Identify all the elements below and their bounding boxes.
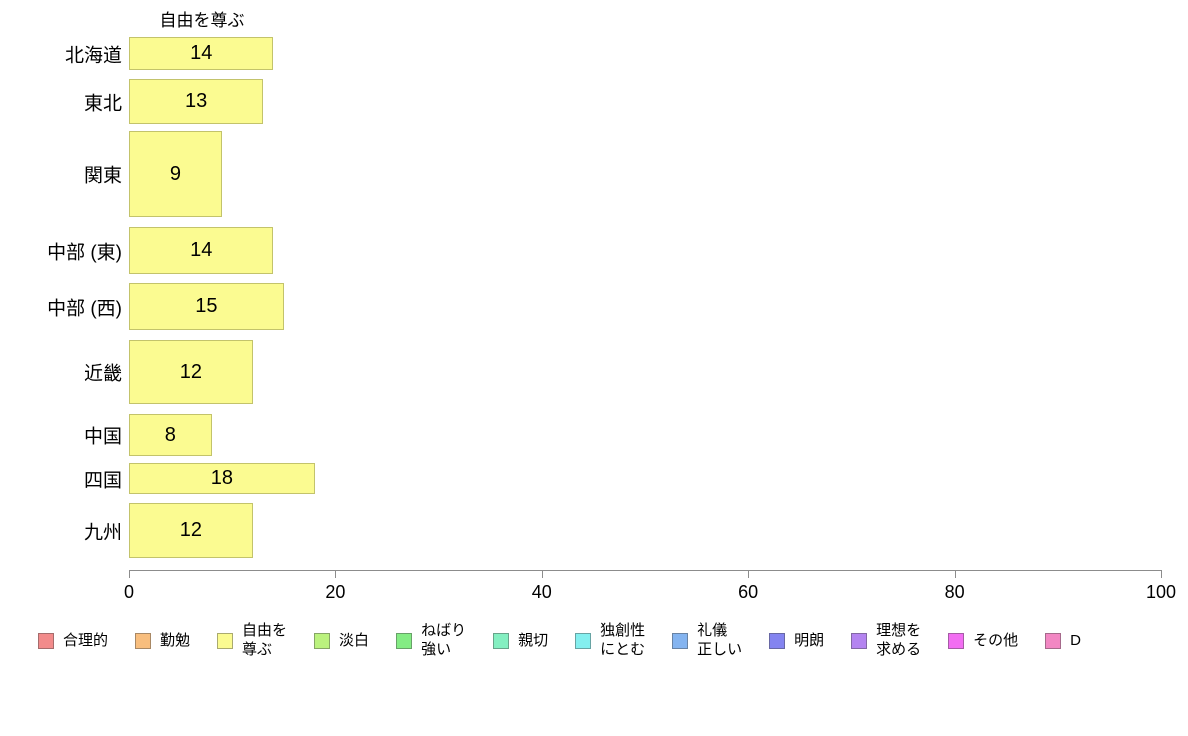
bar: 18 [129, 463, 315, 494]
bar-value-label: 15 [195, 295, 218, 317]
bar-value-label: 12 [179, 360, 203, 383]
category-label: 北海道 [64, 45, 122, 66]
legend-item: その他 [948, 632, 1018, 651]
legend-item: 理想を 求める [851, 622, 921, 660]
bar: 14 [129, 227, 274, 274]
category-label: 関東 [83, 165, 122, 187]
legend-label: 自由を 尊ぶ [242, 622, 288, 658]
x-axis-line [129, 570, 1161, 571]
legend-item: D [1045, 632, 1081, 651]
legend-item: 礼儀 正しい [672, 622, 742, 660]
bar: 9 [129, 131, 222, 217]
legend-item: 親切 [493, 632, 548, 651]
x-tick-mark [748, 570, 750, 578]
bar: 12 [129, 340, 253, 404]
legend-swatch [948, 633, 965, 649]
x-tick-mark [129, 570, 130, 578]
legend-swatch [672, 633, 689, 649]
bar: 8 [129, 414, 212, 456]
legend-label: 勤勉 [160, 631, 191, 649]
legend-item: 独創性 にとむ [575, 622, 645, 660]
legend-swatch [217, 633, 234, 649]
x-tick-label: 100 [1145, 582, 1177, 602]
legend-label: D [1070, 631, 1082, 649]
x-tick-label: 60 [738, 582, 759, 602]
x-tick-label: 80 [944, 582, 965, 602]
bar-value-label: 8 [164, 423, 176, 446]
legend-item: 淡白 [314, 632, 369, 651]
category-label: 近畿 [83, 363, 122, 385]
legend-swatch [769, 633, 786, 649]
category-label: 四国 [83, 470, 122, 491]
x-tick-mark [954, 570, 956, 578]
bar-value-label: 14 [190, 239, 213, 261]
category-label: 東北 [83, 93, 122, 114]
bar-value-label: 12 [179, 519, 203, 541]
legend-swatch [1045, 633, 1062, 649]
legend-label: その他 [973, 631, 1019, 649]
category-label: 中部 (西) [47, 298, 122, 319]
legend-label: 礼儀 正しい [697, 622, 743, 658]
legend-swatch [396, 633, 413, 649]
category-label: 中国 [83, 426, 122, 448]
legend-swatch [135, 633, 152, 649]
bar-value-label: 14 [190, 42, 213, 64]
chart-title: 自由を尊ぶ [159, 11, 245, 30]
bar: 14 [129, 37, 274, 70]
legend: 合理的 勤勉 自由を 尊ぶ 淡白 ねばり 強い 親切 独創性 にとむ 礼儀 正しい 明朗 理想を … [38, 614, 1188, 668]
category-label: 中部 (東) [47, 242, 122, 263]
legend-swatch [38, 633, 54, 649]
legend-item: 合理的 [38, 632, 108, 651]
legend-label: 淡白 [339, 631, 370, 649]
legend-item: 勤勉 [135, 632, 190, 651]
x-tick-label: 20 [325, 582, 346, 602]
legend-label: 独創性 にとむ [600, 622, 646, 658]
legend-label: 明朗 [794, 631, 825, 649]
legend-label: ねばり 強い [421, 622, 467, 658]
x-tick-mark [335, 570, 337, 578]
bar: 13 [129, 79, 264, 124]
x-tick-mark [1161, 570, 1162, 578]
x-tick-label: 40 [531, 582, 552, 602]
legend-label: 理想を 求める [876, 622, 922, 658]
legend-item: 自由を 尊ぶ [217, 622, 287, 660]
legend-swatch [493, 633, 510, 649]
category-label: 九州 [83, 522, 122, 543]
bar-value-label: 18 [210, 467, 233, 489]
bar: 12 [129, 503, 253, 558]
legend-label: 親切 [518, 631, 549, 649]
x-tick-mark [541, 570, 543, 578]
x-tick-label: 0 [123, 582, 134, 602]
legend-item: 明朗 [769, 632, 824, 651]
legend-swatch [851, 633, 868, 649]
legend-swatch [314, 633, 331, 649]
bar-value-label: 13 [184, 90, 208, 112]
bar: 15 [129, 283, 284, 330]
legend-item: ねばり 強い [396, 622, 466, 660]
bar-value-label: 9 [169, 162, 181, 185]
legend-swatch [575, 633, 592, 649]
legend-label: 合理的 [63, 631, 109, 649]
